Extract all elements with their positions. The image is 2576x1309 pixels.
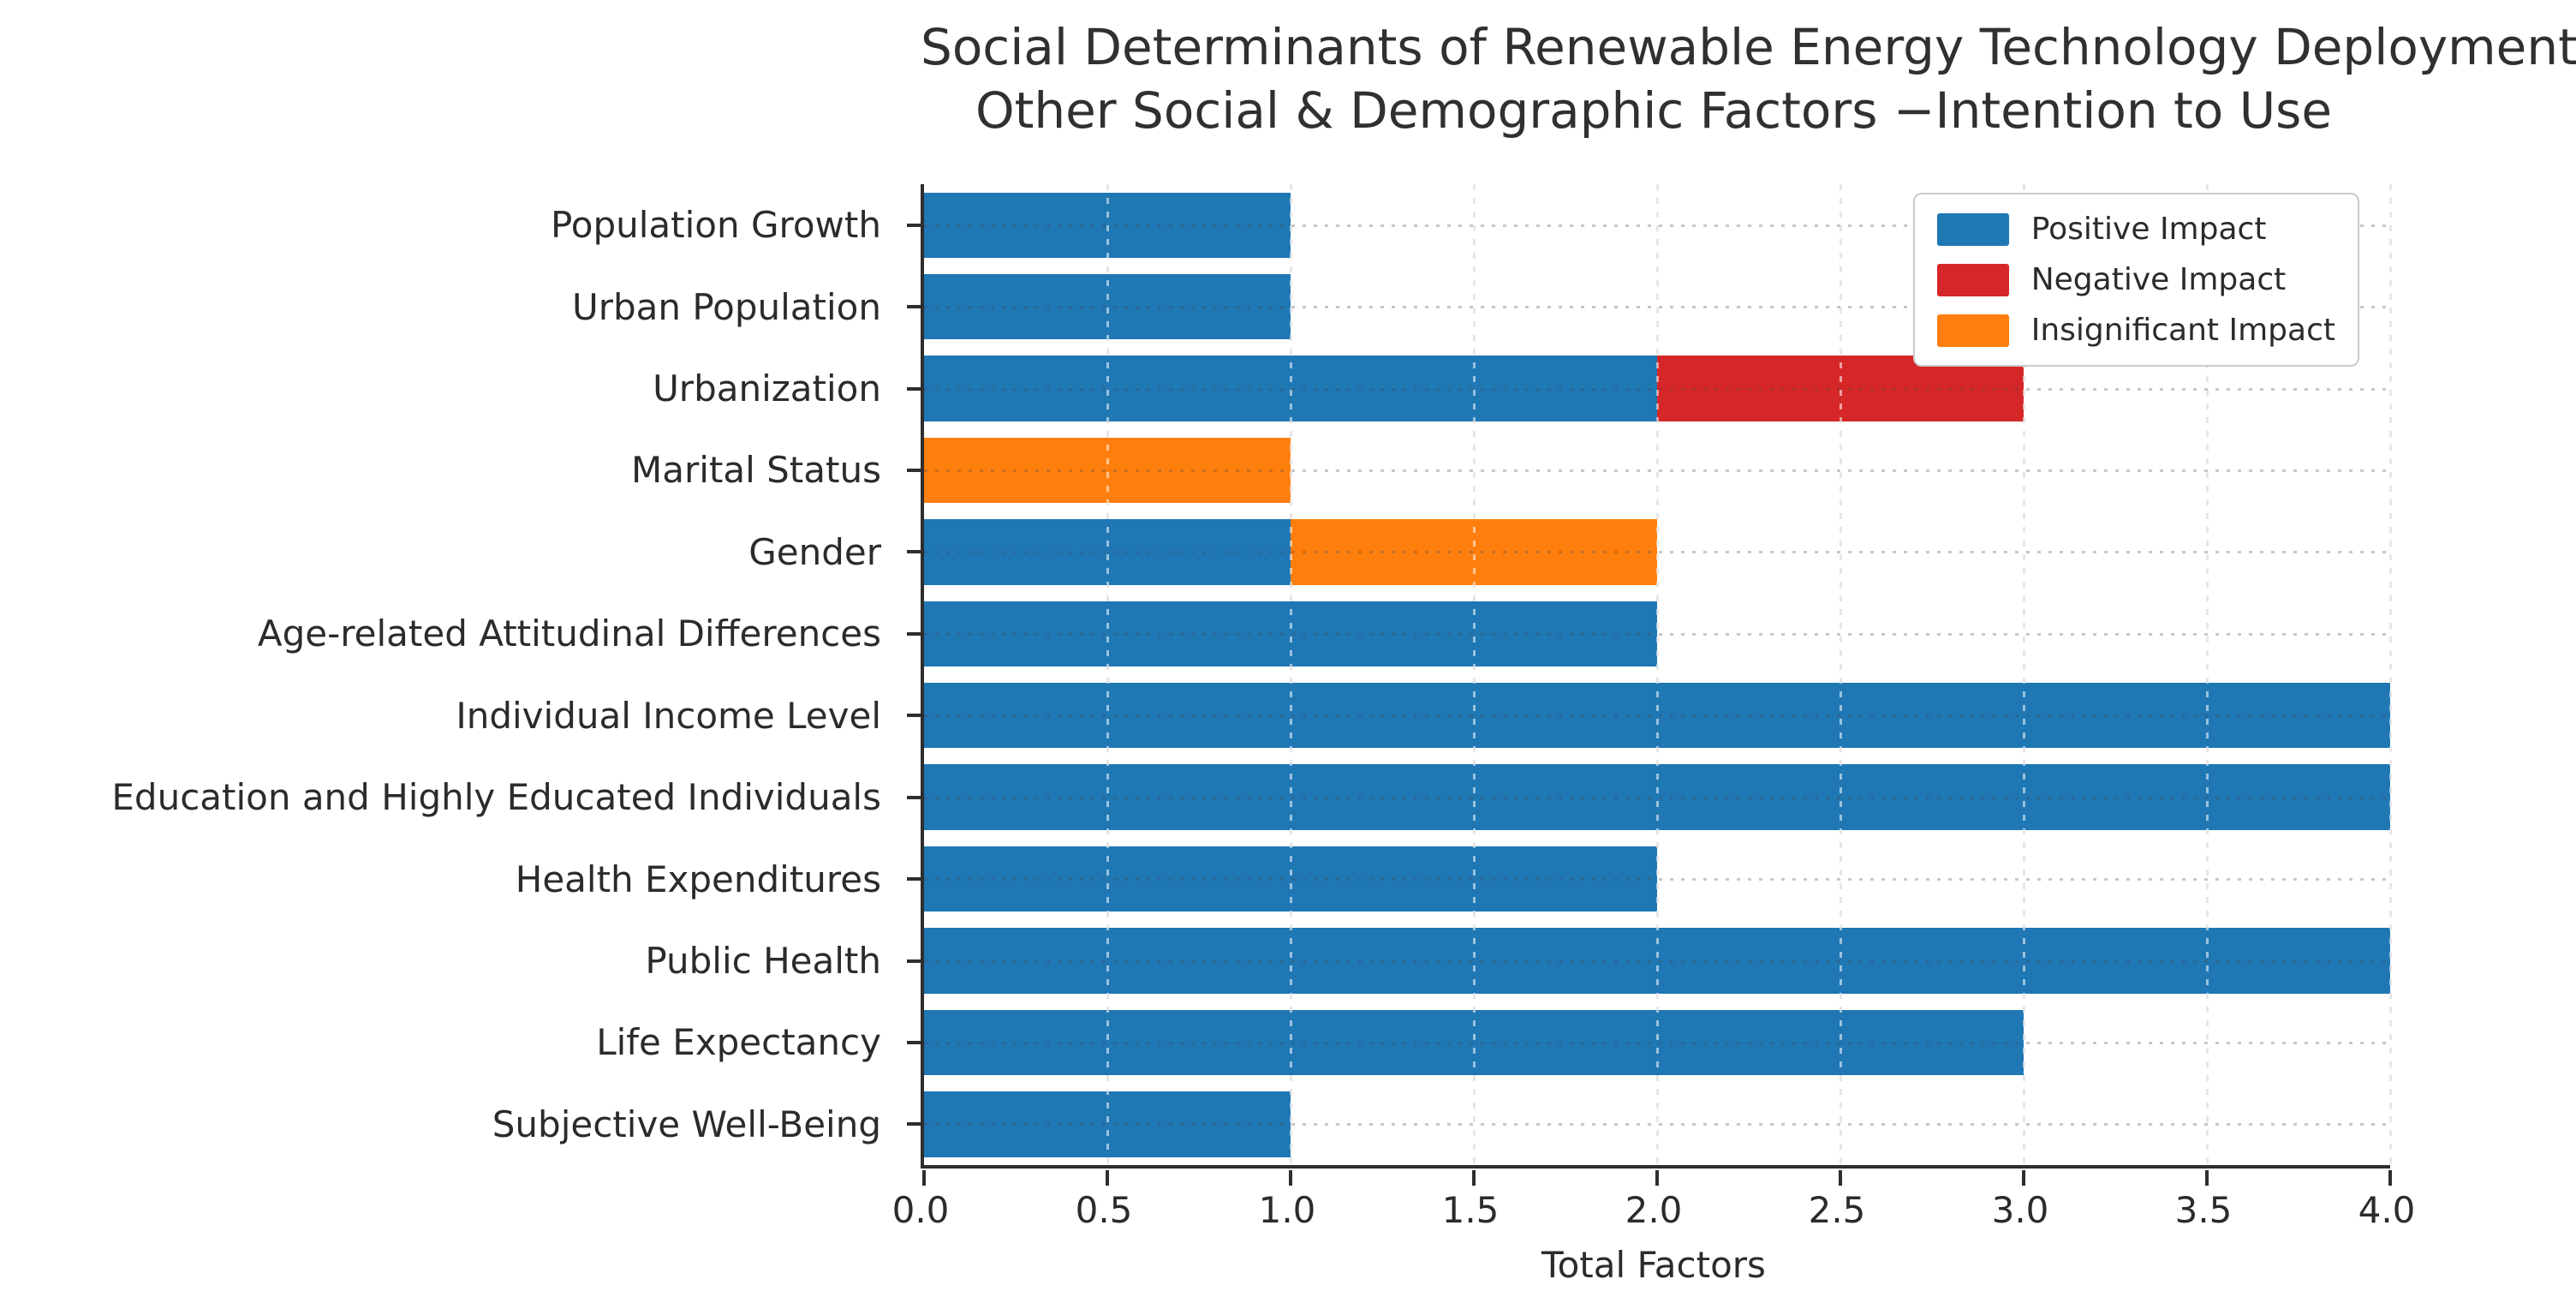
category-label: Education and Highly Educated Individual…	[111, 776, 881, 819]
x-tick-mark	[1655, 1170, 1659, 1186]
chart-title-line-1: Social Determinants of Renewable Energy …	[921, 18, 2576, 76]
x-tick-mark	[1472, 1170, 1476, 1186]
category-label: Life Expectancy	[596, 1021, 881, 1064]
x-tick-label: 3.0	[1991, 1189, 2049, 1231]
legend-swatch	[1936, 263, 2009, 296]
x-tick-label: 0.5	[1075, 1189, 1133, 1231]
x-tick-mark	[2022, 1170, 2025, 1186]
gridline-vertical-overlay	[1656, 184, 1659, 1165]
y-axis-category-labels: Population Growth Urban Population Urbaniz…	[0, 184, 900, 1165]
gridline-vertical-overlay	[2023, 184, 2025, 1165]
gridline-horizontal	[924, 224, 2390, 227]
gridline-horizontal	[924, 387, 2390, 391]
y-tick-mark	[907, 631, 921, 636]
y-tick-mark	[907, 877, 921, 882]
chart-title-line-2: Other Social & Demographic Factors −Inte…	[975, 81, 2333, 140]
category-label: Gender	[748, 530, 881, 573]
legend-entry: Positive Impact	[1936, 212, 2335, 247]
x-tick-mark	[1839, 1170, 1842, 1186]
x-tick-label: 1.0	[1258, 1189, 1316, 1231]
gridline-horizontal	[924, 551, 2390, 554]
category-label: Urbanization	[653, 368, 881, 410]
gridline-vertical-overlay	[1106, 184, 1109, 1165]
gridline-horizontal	[924, 632, 2390, 636]
gridline-horizontal	[924, 306, 2390, 309]
x-tick-mark	[2205, 1170, 2209, 1186]
legend-entry: Negative Impact	[1936, 262, 2335, 297]
y-tick-mark	[907, 468, 921, 472]
x-tick-label: 3.5	[2174, 1189, 2233, 1231]
y-tick-mark	[907, 550, 921, 554]
x-axis-tick-labels: 0.0 0.5 1.0 1.5 2.0 2.5 3.0 3.5 4.0	[892, 1189, 2416, 1232]
category-label: Health Expenditures	[515, 858, 881, 900]
y-tick-mark	[907, 959, 921, 963]
gridline-vertical-overlay	[2206, 184, 2209, 1165]
y-tick-mark	[907, 1040, 921, 1044]
category-label: Public Health	[645, 940, 881, 982]
category-label: Individual Income Level	[456, 694, 881, 737]
x-axis-label: Total Factors	[1541, 1244, 1766, 1286]
gridline-horizontal	[924, 1041, 2390, 1044]
gridline-horizontal	[924, 469, 2390, 472]
legend-swatch	[1936, 314, 2009, 347]
y-tick-mark	[907, 223, 921, 227]
legend-label: Negative Impact	[2030, 262, 2287, 297]
category-label: Urban Population	[571, 285, 881, 328]
x-tick-label: 2.0	[1625, 1189, 1683, 1231]
x-tick-label: 4.0	[2358, 1189, 2416, 1231]
y-tick-mark	[907, 1122, 921, 1127]
y-tick-mark	[907, 386, 921, 391]
gridline-vertical-overlay	[1840, 184, 1842, 1165]
category-label: Age-related Attitudinal Differences	[257, 613, 881, 655]
gridline-horizontal	[924, 796, 2390, 799]
gridline-vertical-overlay	[1473, 184, 1476, 1165]
legend-entry: Insignificant Impact	[1936, 313, 2335, 348]
category-label: Population Growth	[550, 204, 881, 247]
y-tick-mark	[907, 795, 921, 799]
x-tick-label: 2.5	[1808, 1189, 1866, 1231]
chart-title: Social Determinants of Renewable Energy …	[921, 15, 2576, 142]
gridline-horizontal	[924, 878, 2390, 882]
x-tick-label: 0.0	[891, 1189, 950, 1231]
y-tick-mark	[907, 714, 921, 718]
legend-label: Insignificant Impact	[2030, 313, 2335, 348]
x-tick-mark	[1289, 1170, 1292, 1186]
gridline-horizontal	[924, 959, 2390, 963]
gridline-vertical-overlay	[2389, 184, 2392, 1165]
legend: Positive Impact Negative Impact Insignific…	[1912, 193, 2359, 367]
gridline-horizontal	[924, 1123, 2390, 1127]
x-tick-mark	[1106, 1170, 1109, 1186]
legend-label: Positive Impact	[2030, 212, 2267, 247]
gridline-horizontal	[924, 714, 2390, 718]
x-tick-mark	[922, 1170, 926, 1186]
gridline-vertical-overlay	[1290, 184, 1292, 1165]
x-tick-mark	[2388, 1170, 2392, 1186]
category-label: Marital Status	[631, 449, 881, 492]
x-tick-label: 1.5	[1441, 1189, 1500, 1231]
y-tick-mark	[907, 305, 921, 309]
legend-swatch	[1936, 212, 2009, 246]
category-label: Subjective Well-Being	[492, 1103, 881, 1145]
plot-area: Positive Impact Negative Impact Insignific…	[907, 184, 2392, 1186]
